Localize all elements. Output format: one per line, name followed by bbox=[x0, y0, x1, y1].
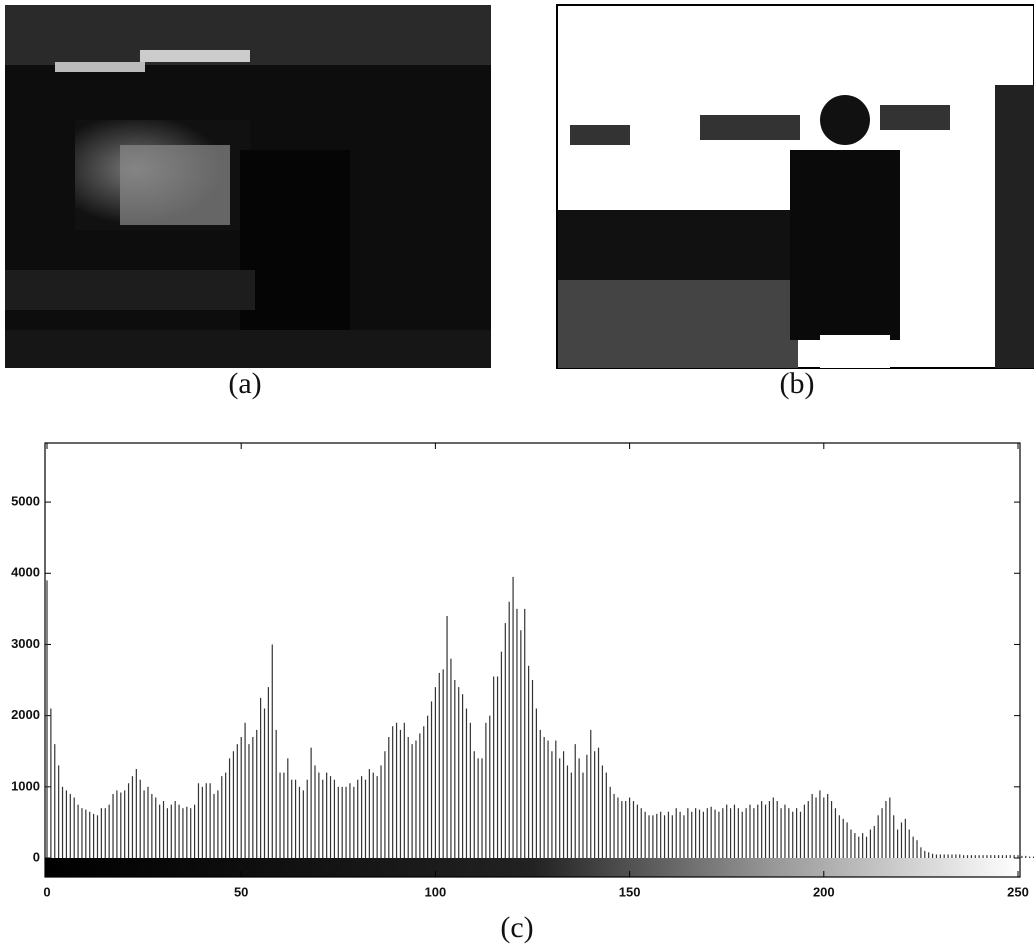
x-tick-label: 0 bbox=[43, 884, 50, 899]
panel-label: (a) bbox=[228, 367, 261, 400]
y-tick-label: 0 bbox=[33, 849, 40, 864]
y-tick-label: 4000 bbox=[11, 565, 40, 580]
x-tick-label: 150 bbox=[619, 884, 641, 899]
x-tick-label: 50 bbox=[234, 884, 248, 899]
x-tick-label: 200 bbox=[813, 884, 835, 899]
y-tick-label: 2000 bbox=[11, 707, 40, 722]
photo-b bbox=[557, 5, 1034, 368]
panel-label: (b) bbox=[780, 367, 815, 400]
chart-caption: (c) bbox=[500, 911, 533, 944]
y-tick-label: 3000 bbox=[11, 636, 40, 651]
photo-a bbox=[5, 5, 491, 368]
intensity-bar bbox=[45, 858, 1020, 877]
x-tick-label: 100 bbox=[425, 884, 447, 899]
figure: (a) (b) (c) 0 1000 2000 3000 4000 5000 0 50 100 1… bbox=[0, 0, 1034, 951]
y-tick-label: 1000 bbox=[11, 778, 40, 793]
y-tick-label: 5000 bbox=[11, 494, 40, 509]
x-tick-label: 250 bbox=[1007, 884, 1029, 899]
